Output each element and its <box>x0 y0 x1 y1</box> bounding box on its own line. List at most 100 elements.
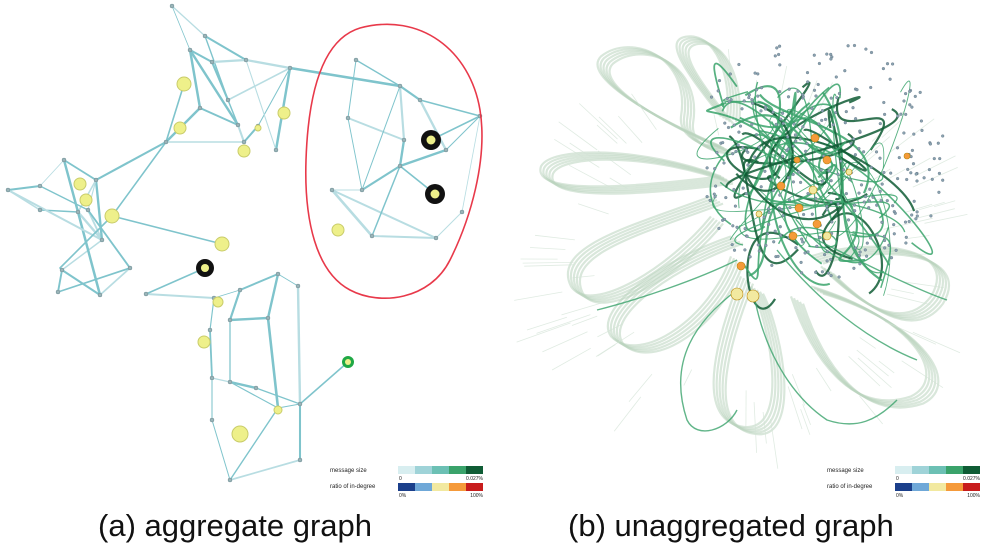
graph-edge <box>210 60 230 102</box>
legend-message-min: 0 <box>399 476 402 482</box>
node-dot <box>737 62 741 67</box>
node-dot <box>941 178 945 182</box>
node-dot <box>820 109 824 113</box>
node-dot <box>914 217 918 221</box>
node-dot <box>903 220 908 224</box>
node-dot <box>878 189 882 193</box>
node-dot <box>892 232 896 236</box>
node-dot <box>750 101 755 105</box>
small-node <box>5 187 11 193</box>
node-dot <box>750 122 754 126</box>
small-node <box>127 265 133 271</box>
graph-edge <box>199 107 239 126</box>
graph-edge <box>61 239 103 271</box>
node-dot <box>775 46 779 50</box>
node-dot <box>887 243 891 247</box>
faded-edge <box>529 247 566 250</box>
node-dot <box>799 180 803 184</box>
graph-edge <box>63 159 97 181</box>
node-dot <box>912 199 916 203</box>
node-dot <box>820 118 824 122</box>
node-dot <box>745 234 749 238</box>
node-dot <box>829 57 833 61</box>
core-edge <box>739 116 836 148</box>
node-dot <box>874 150 879 154</box>
node-dot <box>776 254 780 258</box>
node-dot <box>829 257 833 261</box>
faded-edge <box>516 322 571 343</box>
faded-edge <box>762 411 767 444</box>
node-dot <box>865 241 869 245</box>
node-dot <box>762 215 766 219</box>
small-node <box>209 417 215 423</box>
node-dot <box>904 241 908 245</box>
node-dot <box>794 139 798 143</box>
core-edge <box>835 96 885 151</box>
graph-edge <box>347 59 357 119</box>
node-dot <box>796 89 800 93</box>
core-edge <box>725 108 899 189</box>
node-dot <box>814 94 818 98</box>
faded-edge <box>856 349 889 377</box>
faded-edge-bundle <box>678 37 732 119</box>
node-dot <box>806 80 810 84</box>
node-dot <box>869 50 874 55</box>
graph-edge <box>360 164 402 192</box>
core-edge-layer <box>596 62 948 432</box>
node-dot <box>932 157 936 161</box>
node-dot <box>786 176 790 180</box>
legend-indegree-label: ratio of in-degree <box>827 484 873 490</box>
graph-edge <box>94 178 104 242</box>
node-dot <box>715 151 719 155</box>
faded-edge <box>848 356 881 387</box>
faded-cluster-layer <box>514 35 968 469</box>
small-node <box>297 401 303 407</box>
graph-edge <box>398 138 406 168</box>
core-edge <box>728 135 799 265</box>
faded-edge-bundle <box>578 202 724 304</box>
highlight-node <box>845 168 853 176</box>
faded-edge <box>571 315 598 326</box>
node-dot <box>871 195 875 199</box>
legend-message-max: 0.027% <box>466 476 484 482</box>
faded-edge <box>906 235 930 239</box>
message-size-swatch <box>963 466 980 474</box>
node-dot <box>750 98 754 102</box>
legend-indegree-min: 0% <box>896 493 904 499</box>
node-dot <box>801 125 805 129</box>
node-dot <box>763 105 768 109</box>
small-node <box>55 289 61 295</box>
node-dot <box>779 117 783 121</box>
node-dot <box>756 243 760 247</box>
faded-edge <box>914 155 956 177</box>
node-dot <box>781 154 785 158</box>
graph-edge <box>87 209 131 269</box>
node-dot <box>825 259 829 263</box>
indegree-swatch <box>963 483 980 491</box>
core-edge <box>821 191 853 260</box>
graph-edge <box>445 115 481 151</box>
graph-edge <box>188 48 240 127</box>
message-size-swatch <box>929 466 946 474</box>
node-dot <box>723 121 727 125</box>
graph-edge <box>61 269 101 296</box>
node-dot <box>803 251 807 255</box>
small-node <box>227 379 233 385</box>
node-dot <box>859 183 864 187</box>
node-dot <box>747 93 751 97</box>
faded-edge <box>569 164 617 191</box>
message-size-swatch <box>946 466 963 474</box>
node-dot <box>820 179 824 183</box>
node-dot <box>744 148 748 152</box>
edge-layer <box>6 5 481 481</box>
node-dot <box>836 172 840 176</box>
node-dot <box>880 182 884 186</box>
node-dot <box>862 150 866 154</box>
core-edge <box>713 62 738 108</box>
graph-edge <box>299 361 349 405</box>
faded-edge <box>933 200 956 208</box>
faded-edge <box>865 168 906 193</box>
aggregate-node <box>212 296 224 308</box>
node-dot <box>781 111 785 115</box>
graph-edge <box>171 5 206 37</box>
